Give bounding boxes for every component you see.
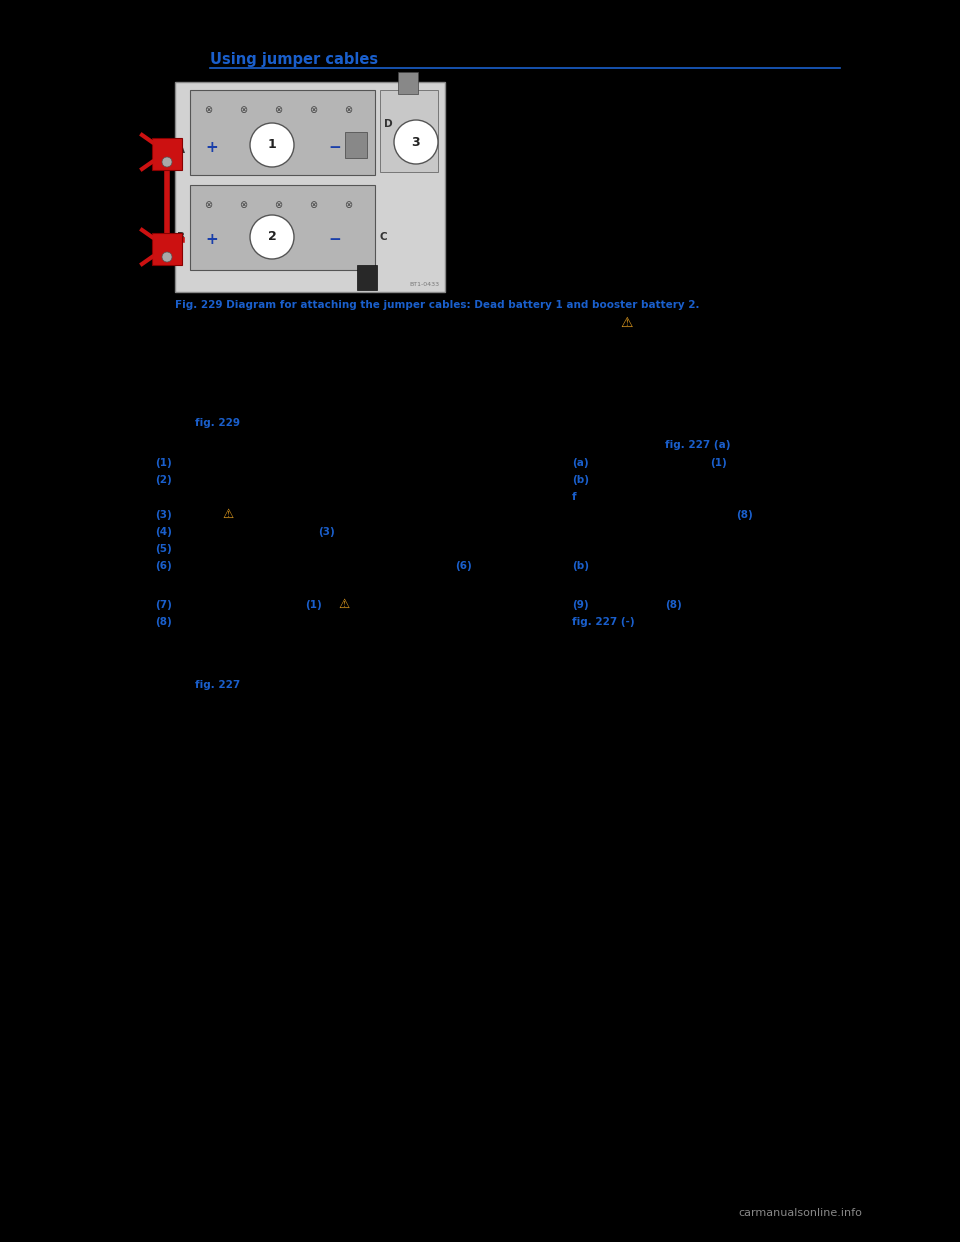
Text: +: +	[205, 140, 218, 155]
Text: 3: 3	[412, 135, 420, 149]
Circle shape	[250, 123, 294, 166]
Text: (a): (a)	[572, 458, 588, 468]
Bar	[357, 265, 377, 289]
Text: BT1-0433: BT1-0433	[410, 282, 440, 287]
Bar	[190, 185, 375, 270]
Text: ⊗: ⊗	[344, 200, 352, 210]
Bar	[380, 89, 438, 171]
Text: (9): (9)	[572, 600, 588, 610]
Text: ⊗: ⊗	[239, 200, 247, 210]
Text: f: f	[572, 492, 577, 502]
Text: −: −	[328, 232, 342, 247]
Bar	[152, 138, 182, 170]
Text: (3): (3)	[155, 510, 172, 520]
Text: ⊗: ⊗	[204, 106, 212, 116]
Text: ⚠: ⚠	[222, 508, 233, 520]
Text: 2: 2	[268, 231, 276, 243]
Bar	[152, 233, 182, 265]
Text: Using jumper cables: Using jumper cables	[210, 52, 378, 67]
Text: (7): (7)	[155, 600, 172, 610]
Text: (b): (b)	[572, 561, 589, 571]
Text: fig. 227: fig. 227	[195, 681, 240, 691]
Text: fig. 227 (a): fig. 227 (a)	[665, 440, 731, 450]
Text: Fig. 229 Diagram for attaching the jumper cables: Dead battery 1 and booster bat: Fig. 229 Diagram for attaching the jumpe…	[175, 301, 700, 310]
Text: (b): (b)	[572, 474, 589, 484]
Text: ⊗: ⊗	[309, 106, 317, 116]
Bar	[345, 132, 367, 158]
Text: (8): (8)	[665, 600, 682, 610]
Text: (5): (5)	[155, 544, 172, 554]
Text: ⊗: ⊗	[274, 106, 282, 116]
FancyBboxPatch shape	[175, 82, 445, 292]
Text: (8): (8)	[155, 617, 172, 627]
Text: carmanualsonline.info: carmanualsonline.info	[738, 1208, 862, 1218]
Text: fig. 229: fig. 229	[195, 419, 240, 428]
Text: ⊗: ⊗	[274, 200, 282, 210]
Text: D: D	[384, 119, 393, 129]
Text: ⊗: ⊗	[344, 106, 352, 116]
Text: +: +	[205, 232, 218, 247]
Text: (3): (3)	[318, 527, 335, 537]
Text: C: C	[380, 232, 388, 242]
Text: ⊗: ⊗	[309, 200, 317, 210]
Text: (1): (1)	[155, 458, 172, 468]
Text: ⊗: ⊗	[204, 200, 212, 210]
Text: (2): (2)	[155, 474, 172, 484]
Text: (6): (6)	[155, 561, 172, 571]
Text: 1: 1	[268, 139, 276, 152]
Circle shape	[162, 252, 172, 262]
Text: ⊗: ⊗	[239, 106, 247, 116]
Text: (1): (1)	[710, 458, 727, 468]
Text: (4): (4)	[155, 527, 172, 537]
Bar	[190, 89, 375, 175]
Text: −: −	[328, 140, 342, 155]
Circle shape	[250, 215, 294, 260]
Text: ⚠: ⚠	[620, 315, 633, 330]
Text: (8): (8)	[736, 510, 753, 520]
Circle shape	[162, 156, 172, 166]
Text: (6): (6)	[455, 561, 471, 571]
Circle shape	[394, 120, 438, 164]
Bar	[398, 72, 418, 94]
Text: B: B	[177, 232, 185, 242]
Text: fig. 227 (-): fig. 227 (-)	[572, 617, 635, 627]
Text: (1): (1)	[305, 600, 322, 610]
Text: ⚠: ⚠	[338, 597, 349, 611]
Text: A: A	[177, 145, 185, 155]
